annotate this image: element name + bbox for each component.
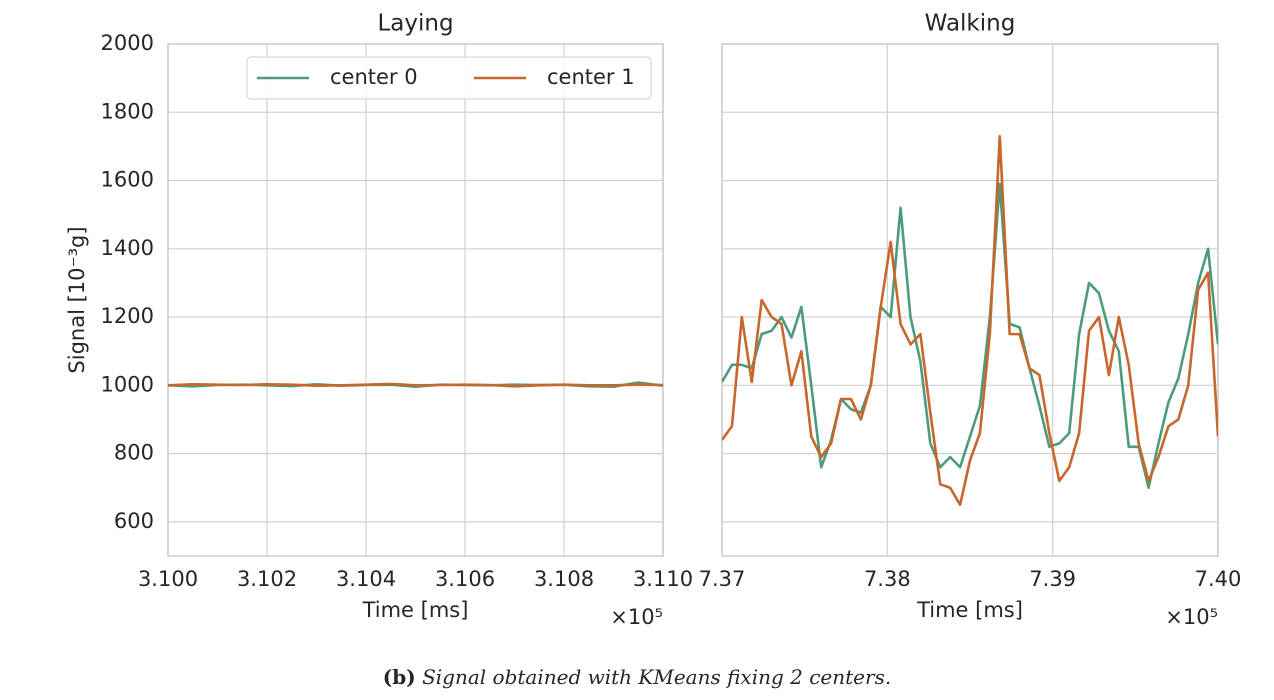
y-tick-label: 600 xyxy=(114,509,154,533)
y-tick-label: 1400 xyxy=(101,236,154,260)
x-axis-label: Time [ms] xyxy=(362,598,469,622)
data-line xyxy=(722,134,1218,507)
y-axis-label: Signal [10⁻³g] xyxy=(65,226,89,373)
plot-frame xyxy=(721,43,1219,557)
data-line xyxy=(168,382,663,388)
x-offset-label: ×10⁵ xyxy=(610,605,663,629)
x-tick-label: 3.102 xyxy=(237,567,297,591)
x-tick-label: 3.108 xyxy=(534,567,594,591)
y-tick-label: 1000 xyxy=(101,372,154,396)
x-tick-label: 7.40 xyxy=(1195,567,1242,591)
legend-label: center 0 xyxy=(330,65,418,89)
caption-text: Signal obtained with KMeans fixing 2 cen… xyxy=(422,665,891,689)
caption-label: (b) xyxy=(383,665,416,689)
y-tick-label: 1800 xyxy=(101,99,154,123)
data-line xyxy=(722,182,1218,490)
x-offset-label: ×10⁵ xyxy=(1165,605,1218,629)
legend-box xyxy=(246,56,652,100)
x-tick-label: 3.100 xyxy=(138,567,198,591)
legend-label: center 1 xyxy=(547,65,635,89)
x-tick-label: 7.38 xyxy=(864,567,911,591)
x-tick-label: 7.37 xyxy=(699,567,746,591)
plot-frame xyxy=(167,43,664,557)
y-tick-label: 1600 xyxy=(101,168,154,192)
y-tick-label: 800 xyxy=(114,441,154,465)
y-tick-label: 1200 xyxy=(101,304,154,328)
caption: (b) Signal obtained with KMeans fixing 2… xyxy=(383,665,891,689)
subplot-title: Laying xyxy=(377,11,453,37)
x-axis-label: Time [ms] xyxy=(916,598,1023,622)
x-tick-label: 3.110 xyxy=(633,567,693,591)
x-tick-label: 7.39 xyxy=(1029,567,1076,591)
subplot-title: Walking xyxy=(925,11,1016,37)
x-tick-label: 3.104 xyxy=(336,567,396,591)
y-tick-label: 2000 xyxy=(101,31,154,55)
x-tick-label: 3.106 xyxy=(435,567,495,591)
